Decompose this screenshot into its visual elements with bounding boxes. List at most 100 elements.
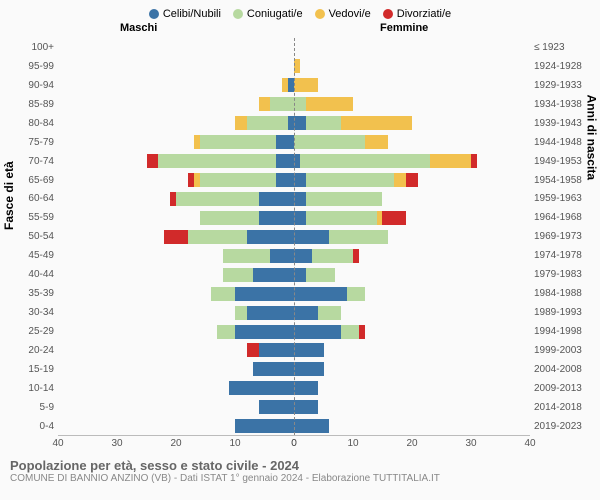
- chart-title: Popolazione per età, sesso e stato civil…: [10, 458, 600, 473]
- male-bar: [58, 97, 294, 111]
- bar-segment: [294, 135, 365, 149]
- birth-year-label: 2004-2008: [534, 364, 588, 375]
- female-bar: [294, 362, 530, 376]
- male-bar: [58, 116, 294, 130]
- age-label: 5-9: [16, 402, 54, 413]
- bar-segment: [306, 173, 395, 187]
- bar-segment: [294, 78, 318, 92]
- birth-year-label: 1954-1958: [534, 175, 588, 186]
- legend-item: Divorziati/e: [383, 8, 451, 20]
- x-tick: 40: [52, 438, 63, 449]
- male-bar: [58, 135, 294, 149]
- bar-segment: [294, 287, 347, 301]
- bar-segment: [200, 173, 277, 187]
- male-header: Maschi: [120, 22, 157, 34]
- bar-segment: [353, 249, 359, 263]
- bar-segment: [394, 173, 406, 187]
- bar-segment: [471, 154, 477, 168]
- age-label: 65-69: [16, 175, 54, 186]
- bar-segment: [294, 249, 312, 263]
- bar-segment: [430, 154, 471, 168]
- bar-segment: [247, 116, 288, 130]
- birth-year-label: 1979-1983: [534, 269, 588, 280]
- male-bar: [58, 173, 294, 187]
- bar-segment: [312, 249, 353, 263]
- legend-label: Vedovi/e: [329, 8, 371, 20]
- male-bar: [58, 154, 294, 168]
- birth-year-label: 2019-2023: [534, 421, 588, 432]
- birth-year-label: 1994-1998: [534, 326, 588, 337]
- y-axis-left-title: Fasce di età: [2, 161, 16, 230]
- bar-segment: [200, 211, 259, 225]
- age-label: 85-89: [16, 99, 54, 110]
- bar-segment: [259, 343, 294, 357]
- bar-segment: [235, 287, 294, 301]
- x-tick: 20: [406, 438, 417, 449]
- bar-segment: [329, 230, 388, 244]
- bar-segment: [294, 97, 306, 111]
- female-bar: [294, 154, 530, 168]
- birth-year-label: 1934-1938: [534, 99, 588, 110]
- male-bar: [58, 211, 294, 225]
- male-bar: [58, 268, 294, 282]
- bar-segment: [276, 173, 294, 187]
- age-label: 45-49: [16, 250, 54, 261]
- x-tick: 30: [111, 438, 122, 449]
- male-bar: [58, 40, 294, 54]
- legend-item: Coniugati/e: [233, 8, 303, 20]
- female-bar: [294, 268, 530, 282]
- female-header: Femmine: [380, 22, 428, 34]
- age-label: 20-24: [16, 345, 54, 356]
- female-bar: [294, 230, 530, 244]
- bar-segment: [247, 343, 259, 357]
- birth-year-label: ≤ 1923: [534, 42, 588, 53]
- legend-item: Celibi/Nubili: [149, 8, 221, 20]
- male-bar: [58, 325, 294, 339]
- bar-segment: [341, 116, 412, 130]
- age-label: 15-19: [16, 364, 54, 375]
- bar-segment: [341, 325, 359, 339]
- bar-segment: [306, 97, 353, 111]
- x-tick: 20: [170, 438, 181, 449]
- bar-segment: [306, 192, 383, 206]
- bar-segment: [217, 325, 235, 339]
- male-bar: [58, 306, 294, 320]
- female-bar: [294, 419, 530, 433]
- bar-segment: [318, 306, 342, 320]
- bar-segment: [300, 154, 430, 168]
- birth-year-label: 1999-2003: [534, 345, 588, 356]
- bar-segment: [294, 419, 329, 433]
- bar-segment: [223, 268, 253, 282]
- bar-segment: [306, 268, 336, 282]
- age-label: 60-64: [16, 193, 54, 204]
- female-bar: [294, 343, 530, 357]
- birth-year-label: 1989-1993: [534, 307, 588, 318]
- female-bar: [294, 173, 530, 187]
- bar-segment: [253, 362, 294, 376]
- bar-segment: [164, 230, 188, 244]
- bar-segment: [223, 249, 270, 263]
- bar-segment: [147, 154, 159, 168]
- bar-segment: [235, 419, 294, 433]
- birth-year-label: 1964-1968: [534, 212, 588, 223]
- age-label: 0-4: [16, 421, 54, 432]
- bar-segment: [294, 400, 318, 414]
- bar-segment: [235, 325, 294, 339]
- male-bar: [58, 419, 294, 433]
- male-bar: [58, 78, 294, 92]
- bar-segment: [276, 135, 294, 149]
- bar-segment: [158, 154, 276, 168]
- female-bar: [294, 249, 530, 263]
- age-label: 80-84: [16, 118, 54, 129]
- birth-year-label: 1974-1978: [534, 250, 588, 261]
- bar-segment: [259, 400, 294, 414]
- top-axis-labels: Maschi Femmine: [0, 22, 600, 38]
- bar-segment: [188, 230, 247, 244]
- bar-segment: [247, 306, 294, 320]
- birth-year-label: 1949-1953: [534, 156, 588, 167]
- legend-swatch: [383, 9, 393, 19]
- female-bar: [294, 192, 530, 206]
- bar-segment: [247, 230, 294, 244]
- bar-segment: [276, 154, 294, 168]
- age-label: 95-99: [16, 61, 54, 72]
